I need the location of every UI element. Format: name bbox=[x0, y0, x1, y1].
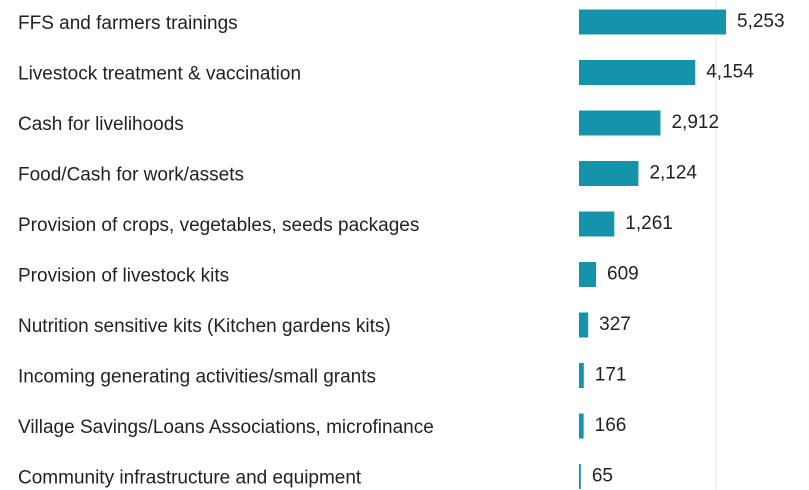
bar bbox=[579, 9, 726, 35]
bar bbox=[579, 60, 696, 85]
category-label: FFS and farmers trainings bbox=[18, 13, 238, 34]
value-label: 327 bbox=[599, 314, 631, 335]
bar bbox=[579, 464, 581, 489]
value-label: 166 bbox=[595, 415, 627, 436]
category-label: Cash for livelihoods bbox=[18, 114, 184, 135]
category-label: Food/Cash for work/assets bbox=[18, 165, 244, 186]
value-label: 5,253 bbox=[737, 11, 785, 32]
value-label: 1,261 bbox=[625, 213, 673, 234]
value-label: 2,912 bbox=[671, 112, 719, 133]
category-label: Incoming generating activities/small gra… bbox=[18, 367, 376, 388]
bar bbox=[579, 161, 639, 186]
category-label: Provision of crops, vegetables, seeds pa… bbox=[18, 215, 419, 236]
bar bbox=[579, 363, 584, 388]
bar bbox=[579, 312, 589, 338]
value-label: 2,124 bbox=[649, 163, 697, 184]
category-label: Livestock treatment & vaccination bbox=[18, 64, 301, 85]
bar bbox=[579, 110, 661, 136]
value-label: 609 bbox=[607, 264, 639, 285]
category-label: Nutrition sensitive kits (Kitchen garden… bbox=[18, 316, 391, 337]
bar bbox=[579, 413, 584, 439]
category-label: Community infrastructure and equipment bbox=[18, 468, 362, 489]
value-label: 4,154 bbox=[706, 62, 754, 83]
value-label: 171 bbox=[595, 365, 627, 386]
category-label: Provision of livestock kits bbox=[18, 266, 229, 287]
category-label: Village Savings/Loans Associations, micr… bbox=[18, 417, 434, 438]
bar bbox=[579, 211, 615, 237]
value-label: 65 bbox=[592, 466, 613, 487]
bar bbox=[579, 262, 597, 287]
